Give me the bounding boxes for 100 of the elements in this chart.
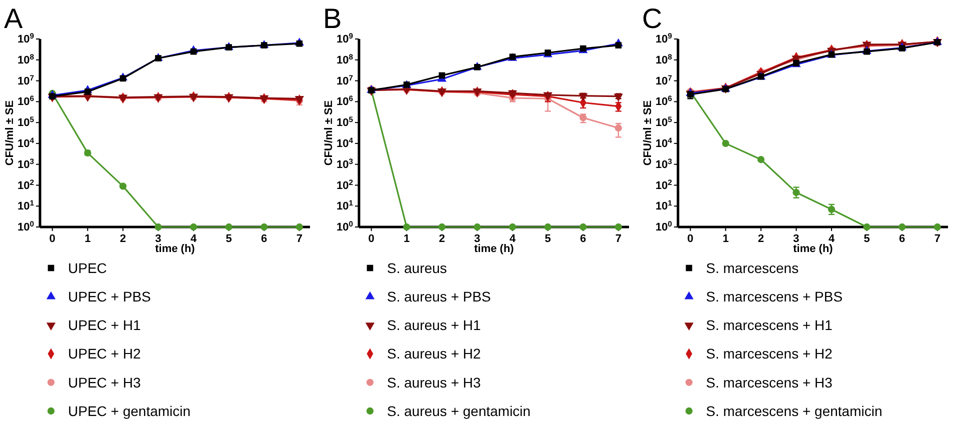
y-tick-label: 10$^{7}$: [336, 72, 353, 88]
y-tick-label: 10$^{8}$: [336, 52, 354, 66]
y-tick-label: 10$^{0}$: [336, 219, 353, 234]
y-tick-label: 10$^{3}$: [655, 156, 672, 171]
point: [863, 223, 870, 231]
legend-label: S. aureus + H2: [387, 346, 481, 362]
y-tick-label: 10$^{7}$: [655, 72, 672, 88]
point: [614, 223, 622, 231]
y-tick-label: 10$^{2}$: [17, 177, 34, 192]
y-axis-title: CFU/ml ± SE: [323, 100, 335, 166]
legend-label: S. aureus + H1: [387, 317, 481, 334]
y-tick-label: 10$^{9}$: [655, 31, 672, 46]
point: [120, 75, 126, 82]
x-tick-label: 2: [758, 232, 764, 245]
x-axis-title: time (h): [793, 243, 834, 255]
x-tick-label: 6: [261, 232, 268, 245]
x-tick-label: 4: [828, 232, 836, 245]
legend-label: S. aureus + gentamicin: [387, 402, 531, 419]
point: [119, 182, 127, 190]
x-tick-label: 3: [793, 232, 800, 245]
y-tick-label: 10$^{3}$: [336, 156, 353, 171]
y-tick-label: 10$^{2}$: [655, 177, 672, 192]
point: [155, 55, 162, 62]
y-tick-label: 10$^{6}$: [336, 94, 353, 108]
y-tick-label: 10$^{8}$: [17, 52, 35, 66]
x-tick-label: 5: [226, 232, 232, 245]
point: [934, 223, 941, 231]
x-tick-label: 4: [509, 232, 516, 245]
point: [898, 223, 906, 231]
legend-label: UPEC + H3: [68, 374, 141, 390]
x-tick-label: 2: [120, 232, 126, 245]
point: [84, 88, 91, 95]
point: [296, 40, 303, 47]
legend-label: S. aureus: [387, 260, 447, 276]
x-tick-label: 5: [544, 232, 551, 245]
point: [580, 114, 587, 122]
y-tick-label: 10$^{9}$: [17, 31, 34, 46]
point: [190, 223, 198, 231]
legend-label: S. marcescens + H1: [706, 317, 833, 334]
legend-label: S. aureus + PBS: [387, 288, 491, 304]
x-tick-label: 6: [899, 232, 906, 245]
legend-label: S. marcescens + PBS: [706, 288, 843, 304]
legend-label: S. marcescens + H2: [706, 346, 833, 362]
point: [864, 48, 870, 55]
y-tick-label: 10$^{6}$: [655, 94, 672, 108]
point: [296, 223, 303, 231]
legend-label: S. marcescens + H3: [706, 374, 833, 390]
y-tick-label: 10$^{0}$: [655, 219, 672, 234]
legend-label: UPEC: [68, 260, 107, 276]
x-tick-label: 7: [615, 232, 622, 245]
legend-label: UPEC + PBS: [68, 288, 151, 304]
point: [614, 94, 623, 102]
legend-label: S. aureus + H3: [387, 374, 481, 390]
y-tick-label: 10$^{5}$: [655, 114, 673, 130]
point: [544, 223, 552, 231]
legend-label: UPEC + H1: [68, 317, 141, 334]
point: [260, 223, 268, 231]
legend-label: UPEC + H2: [68, 346, 141, 362]
x-axis-title: time (h): [155, 243, 196, 255]
point: [828, 206, 836, 213]
x-tick-label: 3: [474, 232, 480, 245]
x-tick-label: 0: [687, 232, 694, 245]
point: [225, 223, 232, 231]
x-tick-label: 6: [580, 232, 586, 245]
chart-title: B: [323, 3, 342, 34]
y-tick-label: 10$^{6}$: [17, 94, 34, 108]
legend-label: S. marcescens: [706, 260, 799, 276]
point: [154, 223, 162, 231]
y-tick-label: 10$^{3}$: [17, 156, 34, 171]
x-tick-label: 1: [722, 232, 729, 245]
y-axis-title: CFU/ml ± SE: [642, 100, 654, 166]
x-tick-label: 7: [934, 232, 940, 245]
y-tick-label: 10$^{0}$: [17, 219, 34, 234]
point: [580, 223, 587, 231]
chart-title: C: [642, 3, 662, 34]
point: [898, 45, 906, 52]
y-tick-label: 10$^{2}$: [336, 177, 353, 192]
legend-label: S. marcescens + gentamicin: [706, 402, 882, 419]
point: [438, 72, 446, 79]
x-tick-label: 5: [864, 232, 870, 245]
y-axis-title: CFU/ml ± SE: [4, 100, 16, 166]
point: [438, 223, 446, 231]
x-tick-label: 0: [368, 232, 374, 245]
x-tick-label: 3: [155, 232, 162, 245]
x-tick-label: 0: [49, 232, 56, 245]
point: [403, 223, 410, 231]
y-tick-label: 10$^{8}$: [655, 52, 673, 66]
y-tick-label: 10$^{9}$: [336, 31, 353, 46]
point: [757, 156, 765, 164]
x-tick-label: 2: [438, 232, 446, 245]
y-tick-label: 10$^{5}$: [17, 114, 35, 130]
y-tick-label: 10$^{4}$: [655, 135, 673, 150]
y-tick-label: 10$^{1}$: [17, 198, 35, 213]
x-tick-label: 1: [84, 232, 91, 245]
x-tick-label: 1: [404, 232, 410, 245]
point: [722, 140, 730, 148]
point: [508, 223, 516, 231]
x-tick-label: 4: [190, 232, 198, 245]
x-axis-title: time (h): [474, 243, 514, 255]
point: [792, 188, 800, 196]
